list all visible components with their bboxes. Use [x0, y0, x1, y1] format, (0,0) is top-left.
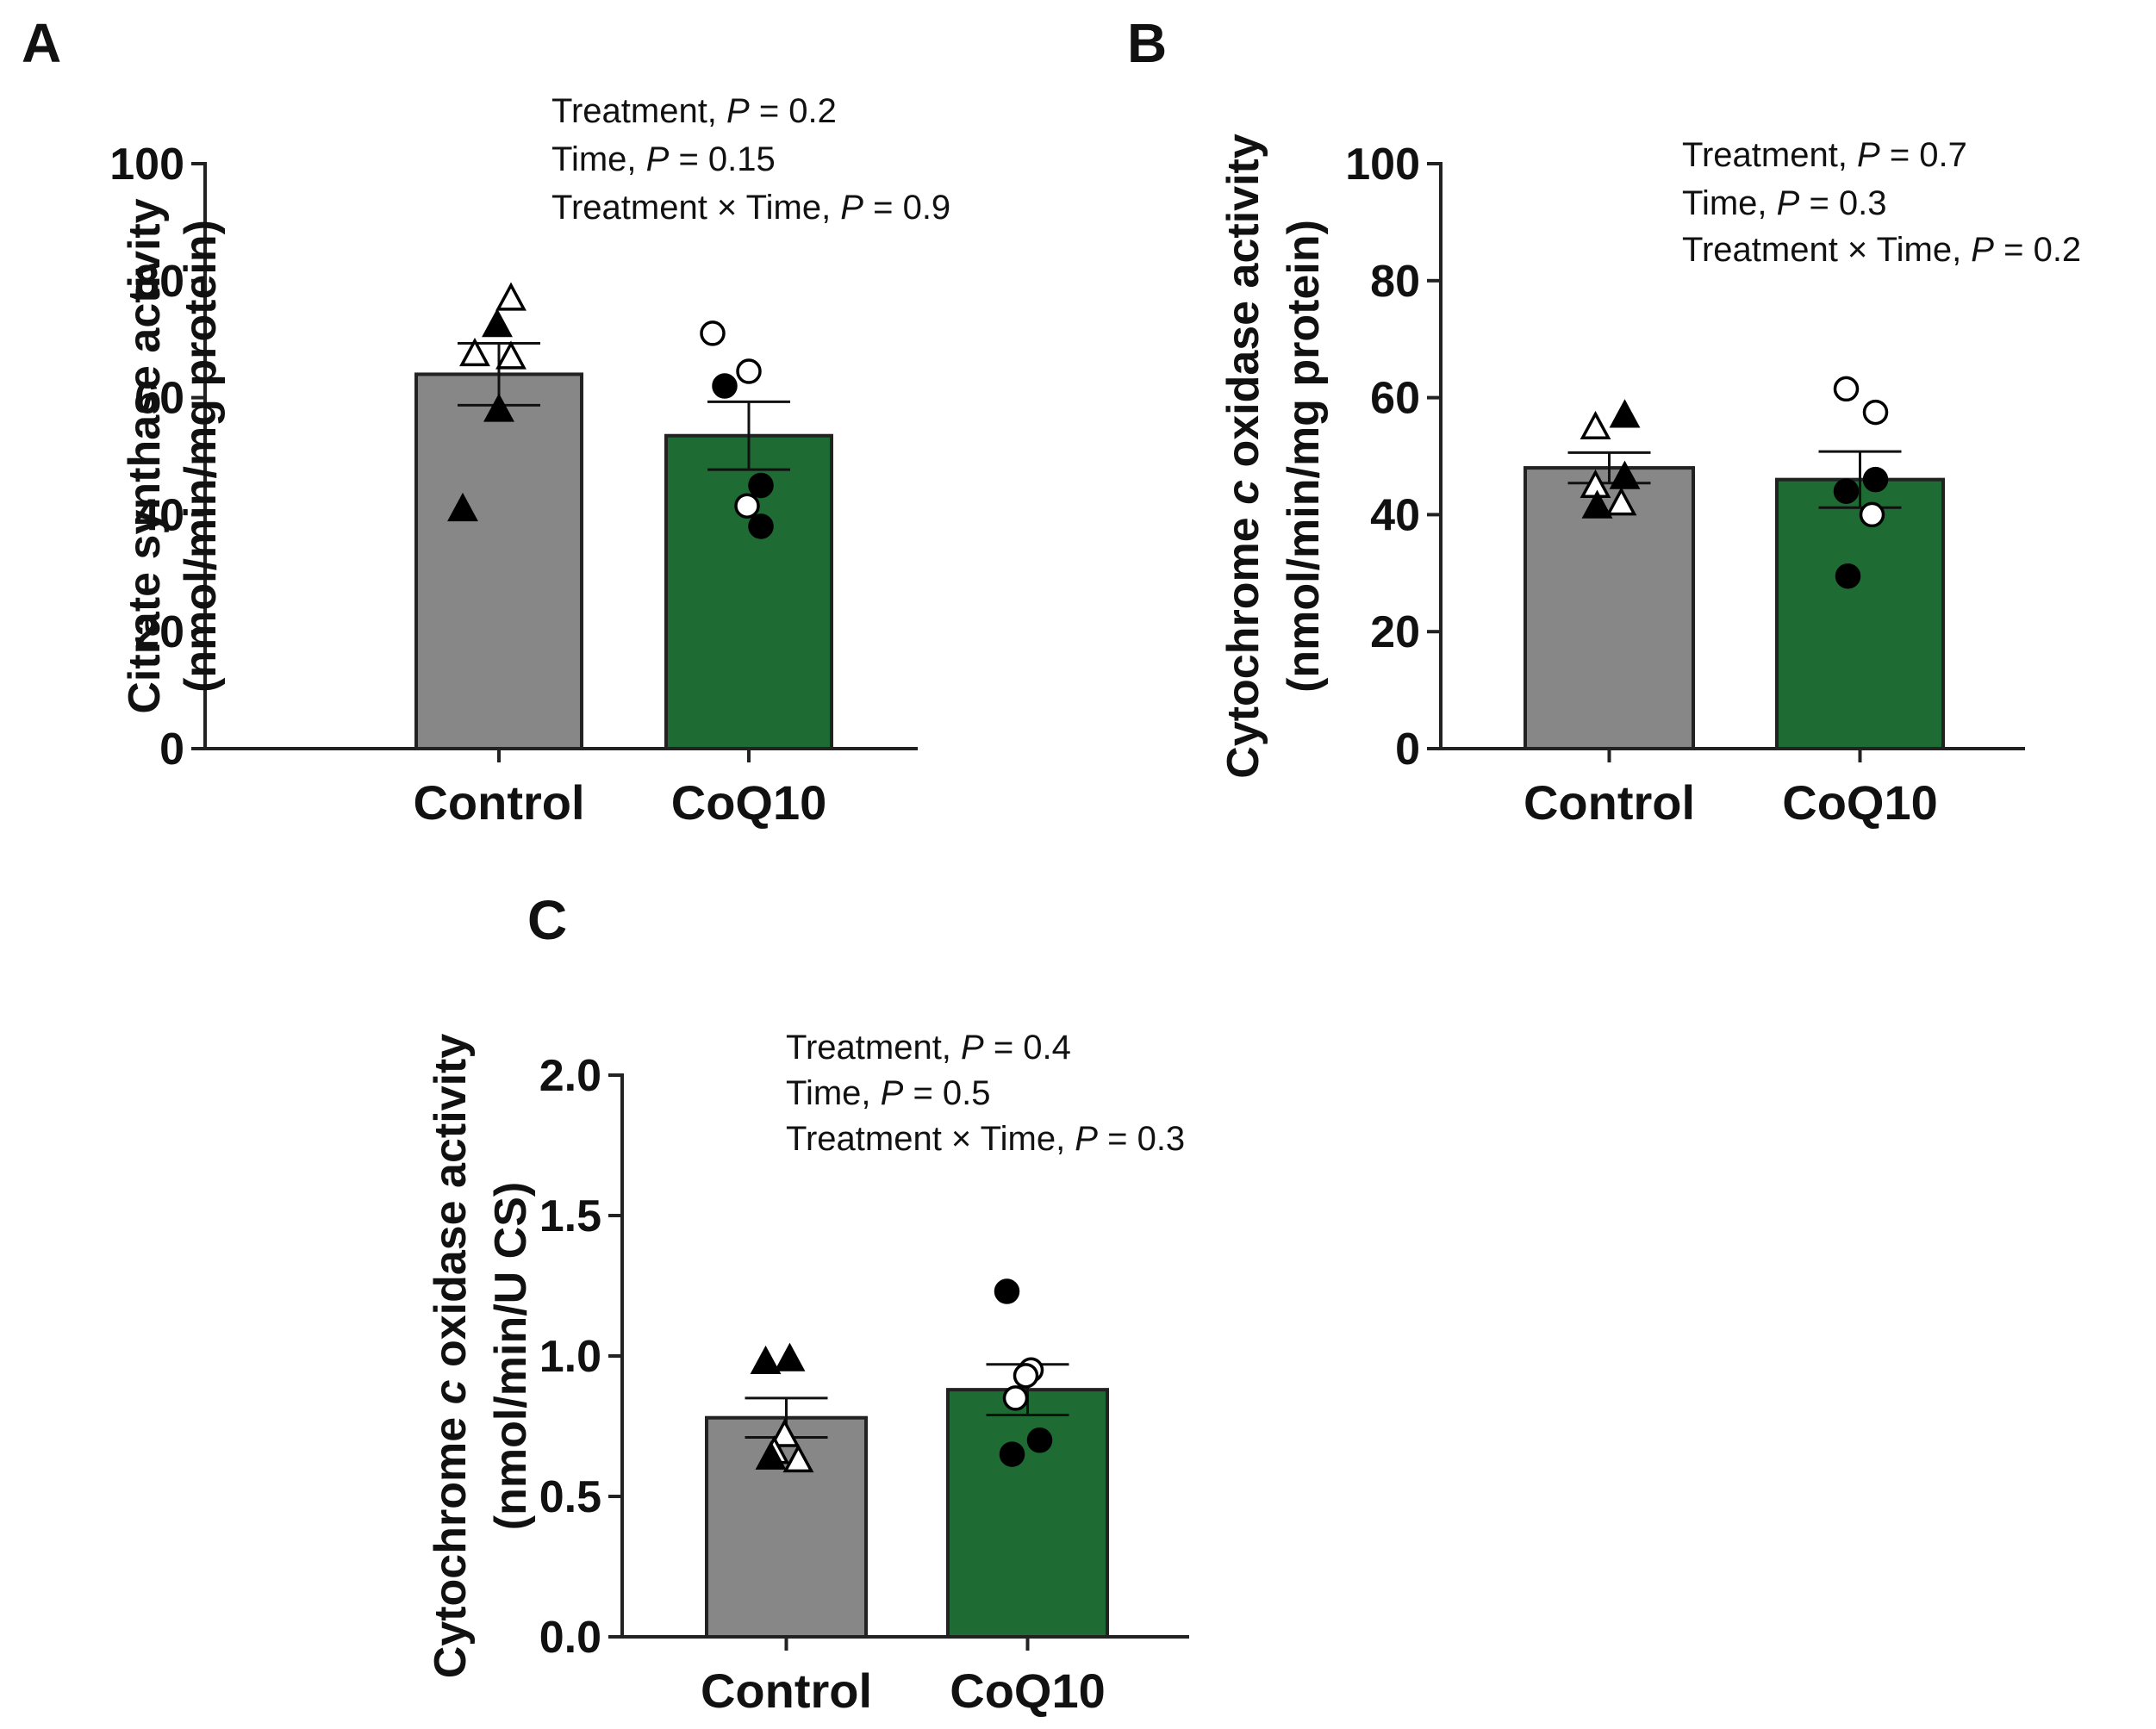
data-point-circle	[736, 358, 762, 384]
data-point-circle	[994, 1278, 1020, 1304]
y-axis-label-line: Cytochrome c oxidase activity	[426, 1034, 476, 1679]
y-tick-label: 80	[1370, 257, 1420, 307]
error-bar	[1818, 450, 1902, 509]
data-point-circle	[1859, 501, 1885, 528]
data-point-triangle	[782, 1443, 814, 1473]
data-point-triangle	[495, 282, 527, 311]
bar-control	[705, 1415, 868, 1639]
data-point-triangle	[482, 308, 513, 338]
data-point-circle	[734, 493, 760, 519]
y-axis-label-line: (nmol/min/U CS)	[486, 1182, 536, 1530]
stats-line: Treatment × Time, P = 0.3	[786, 1120, 1185, 1158]
data-point-triangle	[1609, 399, 1641, 428]
y-axis-label-line: (nmol/min/mg protein)	[176, 220, 226, 693]
data-point-triangle	[1581, 489, 1613, 519]
data-point-triangle	[769, 1418, 801, 1447]
stats-line: Treatment × Time, P = 0.9	[551, 189, 950, 227]
panel-letter: A	[22, 12, 61, 74]
y-tick-label: 20	[134, 607, 184, 657]
data-point-triangle	[755, 1440, 787, 1470]
x-tick-label: Control	[413, 775, 584, 830]
y-tick-label: 0	[159, 725, 184, 774]
error-bar	[707, 400, 790, 471]
data-point-triangle	[1580, 410, 1611, 440]
y-tick-label: 0.5	[539, 1472, 601, 1522]
x-tick-label: CoQ10	[671, 775, 827, 830]
stats-line: Time, P = 0.3	[1682, 184, 1887, 222]
y-tick-label: 100	[109, 140, 184, 190]
y-tick-label: 40	[1370, 490, 1420, 540]
y-tick-label: 80	[134, 257, 184, 307]
bar-control	[414, 372, 583, 750]
data-point-triangle	[774, 1342, 806, 1371]
y-axis-label-line: Citrate synthase activity	[120, 198, 170, 713]
y-tick-label: 0	[1395, 725, 1420, 774]
data-point-circle	[1013, 1363, 1039, 1389]
stats-annotation: Treatment, P = 0.4 Time, P = 0.5 Treatment…	[786, 1029, 1185, 1158]
data-point-circle	[1862, 399, 1889, 426]
x-tick-label: Control	[1524, 775, 1695, 830]
y-tick-label: 100	[1345, 140, 1420, 190]
x-tick-label: CoQ10	[1782, 775, 1938, 830]
panel-letter: C	[527, 889, 567, 951]
y-tick-label: 1.0	[539, 1332, 601, 1382]
data-point-circle	[1833, 478, 1860, 504]
bar-coq10	[1775, 477, 1945, 750]
data-point-circle	[748, 472, 774, 499]
y-tick-label: 60	[134, 374, 184, 424]
y-tick-label: 0.0	[539, 1613, 601, 1663]
y-tick-label: 1.5	[539, 1191, 601, 1241]
data-point-triangle	[459, 337, 490, 367]
data-point-circle	[712, 373, 738, 399]
y-axis-label-line: (nmol/min/mg protein)	[1279, 220, 1329, 693]
data-point-circle	[1026, 1427, 1053, 1453]
data-point-triangle	[483, 393, 514, 422]
data-point-triangle	[750, 1345, 782, 1375]
stats-line: Time, P = 0.15	[551, 140, 776, 178]
data-point-triangle	[495, 340, 527, 370]
stats-line: Treatment, P = 0.7	[1682, 136, 1967, 174]
data-point-circle	[700, 320, 726, 346]
x-tick-label: CoQ10	[950, 1664, 1106, 1718]
data-point-circle	[999, 1441, 1025, 1467]
stats-line: Treatment, P = 0.2	[551, 92, 837, 130]
data-point-circle	[1862, 466, 1889, 493]
panel-a: A 0 20 40 60 80 100 Control CoQ10 Citrate synthas…	[22, 12, 950, 830]
data-point-triangle	[447, 492, 478, 522]
panel-letter: B	[1127, 12, 1167, 74]
y-tick-label: 20	[1370, 607, 1420, 657]
stats-annotation: Treatment, P = 0.7 Time, P = 0.3 Treatment…	[1682, 136, 2081, 269]
y-axis-label: Cytochrome c oxidase activity (nmol/min/U…	[426, 1034, 536, 1679]
y-tick-label: 40	[134, 490, 184, 540]
x-tick-label: Control	[701, 1664, 872, 1718]
stats-line: Treatment × Time, P = 0.2	[1682, 231, 2081, 269]
bar-coq10	[946, 1388, 1109, 1639]
panel-b: B 0 20 40 60 80 100 Control CoQ10 Cytochrome c ox…	[1127, 12, 2081, 830]
data-point-circle	[1002, 1385, 1029, 1411]
data-point-circle	[748, 513, 774, 539]
stats-annotation: Treatment, P = 0.2 Time, P = 0.15 Treatmen…	[551, 92, 950, 227]
y-tick-label: 60	[1370, 374, 1420, 424]
y-axis-label-line: Cytochrome c oxidase activity	[1218, 134, 1268, 779]
data-point-circle	[1835, 563, 1861, 589]
y-tick-label: 2.0	[539, 1051, 601, 1101]
data-point-triangle	[1609, 460, 1641, 489]
panel-c: C 0.0 0.5 1.0 1.5 2.0 Control CoQ10 Cytochrome c…	[426, 889, 1189, 1718]
data-point-circle	[1833, 376, 1860, 402]
y-axis-label: Citrate synthase activity (nmol/min/mg pr…	[120, 198, 226, 713]
stats-line: Treatment, P = 0.4	[786, 1029, 1071, 1067]
y-axis-label: Cytochrome c oxidase activity (nmol/min/m…	[1218, 134, 1329, 779]
data-point-triangle	[1605, 487, 1637, 516]
stats-line: Time, P = 0.5	[786, 1074, 991, 1112]
